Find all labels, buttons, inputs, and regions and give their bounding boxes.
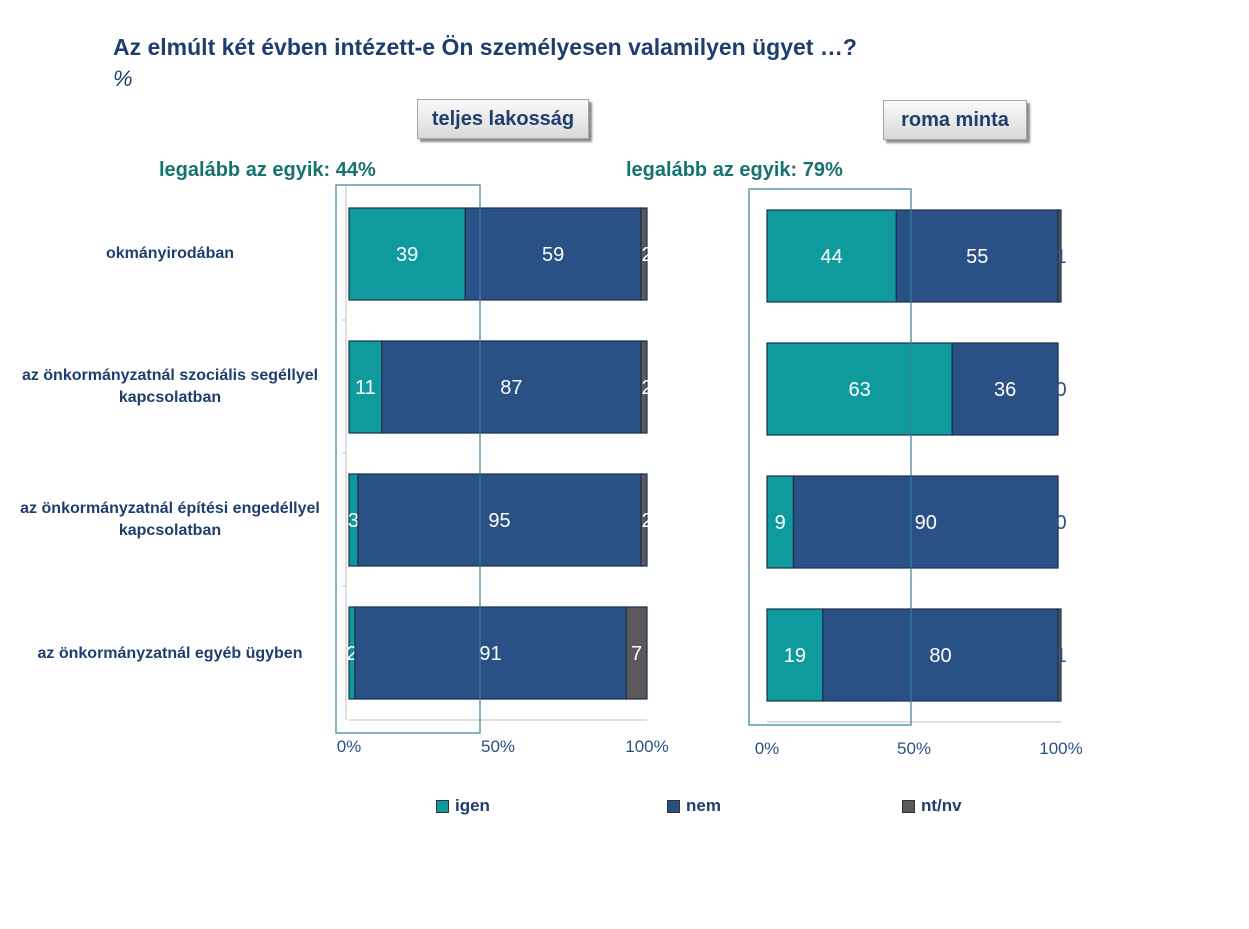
- bar-ntnv-1-3: [1057, 608, 1062, 702]
- legend-label-ntnv: nt/nv: [921, 796, 962, 815]
- bar-ntnv-0-3: [625, 606, 648, 700]
- data-label-ntnv-0-2: 2: [641, 510, 652, 532]
- data-label-igen-0-1: 11: [355, 377, 376, 399]
- bar-nem-0-1: [381, 340, 642, 434]
- data-label-nem-0-3: 91: [479, 643, 501, 665]
- data-label-igen-0-3: 2: [346, 643, 357, 665]
- chart-subtitle: %: [113, 66, 133, 91]
- data-label-igen-0-2: 3: [348, 510, 359, 532]
- bar-ntnv-0-2: [640, 473, 648, 567]
- summary-roma: legalább az egyik: 79%: [626, 159, 843, 181]
- data-label-ntnv-1-0: 1: [1055, 246, 1066, 268]
- bar-nem-0-2: [357, 473, 642, 567]
- legend-swatch-nem: [667, 799, 680, 813]
- bar-igen-1-2: [766, 475, 795, 569]
- data-label-nem-0-0: 59: [542, 244, 564, 266]
- data-label-igen-1-3: 19: [784, 645, 806, 667]
- data-label-ntnv-0-1: 2: [641, 377, 652, 399]
- bar-nem-1-1: [951, 342, 1059, 436]
- legend-swatch-ntnv: [902, 799, 915, 813]
- chart-panel-1: 44 55 1 63 36 0 9 90 0 19 80 1 0% 50% 100%: [748, 188, 1083, 758]
- data-label-ntnv-0-3: 7: [631, 643, 642, 665]
- category-label-3: az önkormányzatnál egyéb ügyben: [37, 645, 303, 662]
- chart-panel-0: 39 59 2 11 87 2 3 95 2 2 91 7 0% 50% 100%: [335, 184, 669, 756]
- bar-igen-1-3: [766, 608, 824, 702]
- chart-title: Az elmúlt két évben intézett-e Ön személ…: [113, 34, 857, 60]
- bar-nem-0-0: [464, 207, 642, 301]
- data-label-ntnv-0-0: 2: [641, 244, 652, 266]
- data-label-nem-0-2: 95: [488, 510, 510, 532]
- panel-label-teljes: teljes lakosság: [417, 99, 589, 139]
- legend-label-igen: igen: [455, 796, 490, 815]
- legend-swatch-igen: [436, 799, 449, 813]
- x-tick-label-0-0: 0%: [337, 737, 362, 756]
- panel-label-roma: roma minta: [883, 100, 1027, 140]
- bar-igen-1-1: [766, 342, 953, 436]
- category-label-2: az önkormányzatnál építési engedéllyel k…: [20, 500, 320, 539]
- bar-igen-1-0: [766, 209, 897, 303]
- bar-igen-0-0: [348, 207, 466, 301]
- data-label-nem-1-1: 36: [994, 379, 1016, 401]
- data-label-nem-1-3: 80: [929, 645, 951, 667]
- x-tick-label-0-1: 50%: [481, 737, 515, 756]
- x-tick-label-0-2: 100%: [625, 737, 668, 756]
- category-label-0: okmányirodában: [105, 245, 235, 262]
- bar-ntnv-0-0: [640, 207, 648, 301]
- bar-ntnv-0-1: [640, 340, 648, 434]
- bar-nem-0-3: [354, 606, 627, 700]
- data-label-igen-1-0: 44: [821, 246, 843, 268]
- data-label-igen-0-0: 39: [396, 244, 418, 266]
- bar-nem-1-0: [895, 209, 1059, 303]
- data-label-nem-1-0: 55: [966, 246, 988, 268]
- bar-nem-1-3: [822, 608, 1059, 702]
- legend-item-igen: igen: [436, 796, 490, 816]
- x-tick-label-1-2: 100%: [1039, 739, 1082, 758]
- legend-item-ntnv: nt/nv: [902, 796, 962, 816]
- data-label-igen-1-2: 9: [775, 512, 786, 534]
- highlight-box-1: [748, 188, 912, 726]
- summary-teljes: legalább az egyik: 44%: [159, 159, 376, 181]
- category-label-1: az önkormányzatnál szociális segéllyel k…: [21, 367, 319, 406]
- bar-igen-0-1: [348, 340, 383, 434]
- x-tick-label-1-0: 0%: [755, 739, 780, 758]
- data-label-nem-0-1: 87: [500, 377, 522, 399]
- bar-ntnv-1-0: [1057, 209, 1062, 303]
- legend-item-nem: nem: [667, 796, 721, 816]
- data-label-ntnv-1-1: 0: [1055, 379, 1066, 401]
- data-label-nem-1-2: 90: [915, 512, 937, 534]
- data-label-ntnv-1-3: 1: [1055, 645, 1066, 667]
- highlight-box-0: [335, 184, 481, 734]
- legend-label-nem: nem: [686, 796, 721, 815]
- x-tick-label-1-1: 50%: [897, 739, 931, 758]
- data-label-igen-1-1: 63: [848, 379, 870, 401]
- bar-nem-1-2: [792, 475, 1059, 569]
- data-label-ntnv-1-2: 0: [1055, 512, 1066, 534]
